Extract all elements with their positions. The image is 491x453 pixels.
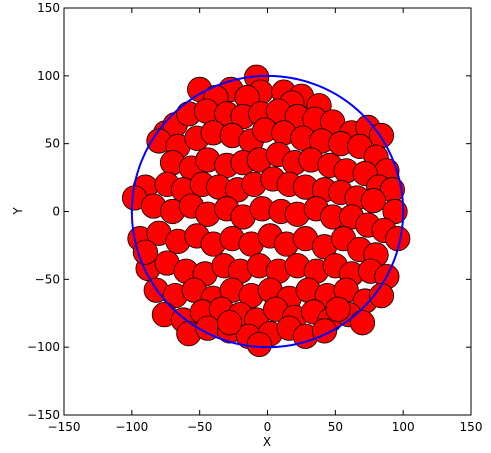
data-point bbox=[216, 310, 243, 336]
x-axis-label: X bbox=[263, 435, 271, 449]
y-tick-label: 0 bbox=[52, 205, 60, 219]
data-point bbox=[325, 296, 351, 322]
y-tick-label: −50 bbox=[35, 272, 60, 286]
x-tick-label: 150 bbox=[460, 420, 483, 434]
x-axis-ticks: −150 −100 −50 0 50 100 150 bbox=[48, 8, 483, 434]
data-point bbox=[246, 331, 272, 358]
data-point bbox=[349, 310, 376, 336]
x-tick-label: 0 bbox=[264, 420, 272, 434]
x-tick-label: −50 bbox=[187, 420, 212, 434]
boundary-circle bbox=[130, 74, 405, 349]
y-tick-label: −150 bbox=[27, 408, 60, 422]
y-axis-label: Y bbox=[11, 207, 25, 216]
data-point bbox=[382, 198, 408, 225]
data-points bbox=[121, 64, 411, 358]
data-point bbox=[360, 188, 386, 214]
y-axis-ticks: −150 −100 −50 0 50 100 150 bbox=[27, 1, 471, 422]
x-tick-label: −100 bbox=[115, 420, 148, 434]
data-point bbox=[132, 239, 159, 265]
y-tick-label: 100 bbox=[37, 69, 60, 83]
y-tick-label: 150 bbox=[37, 1, 60, 15]
y-tick-label: 50 bbox=[45, 137, 60, 151]
y-tick-label: −100 bbox=[27, 340, 60, 354]
x-tick-label: 50 bbox=[328, 420, 343, 434]
x-tick-label: −150 bbox=[48, 420, 81, 434]
x-tick-label: 100 bbox=[392, 420, 415, 434]
